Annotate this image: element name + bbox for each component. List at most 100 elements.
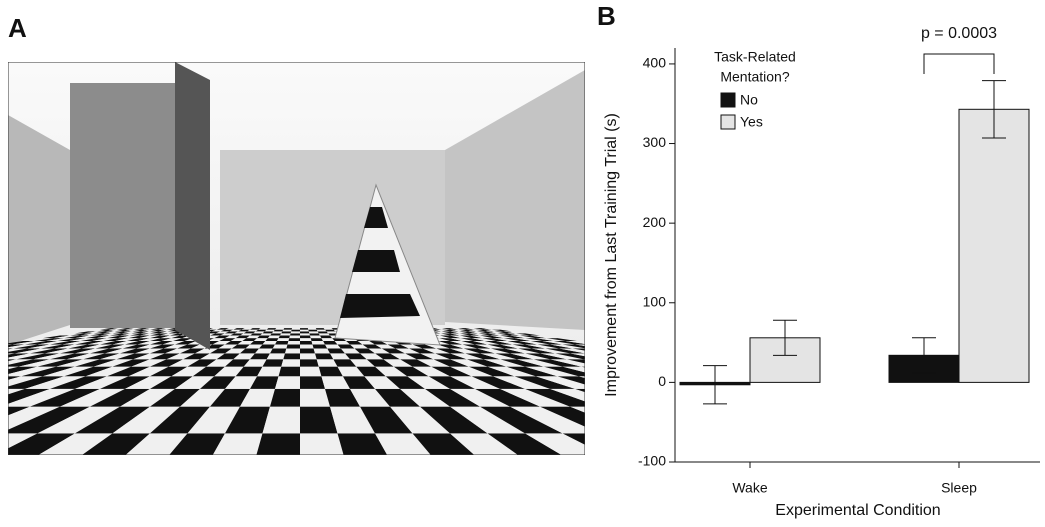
floor-tile [319, 333, 330, 335]
x-tick-label: Sleep [941, 480, 977, 496]
y-tick-label: 400 [643, 55, 667, 71]
floor-tile [313, 344, 328, 348]
floor-tile [283, 353, 300, 359]
floor-tile [279, 367, 300, 377]
floor-tile [725, 389, 840, 407]
floor [0, 328, 1045, 478]
floor-tile [300, 389, 330, 407]
x-tick-label: Wake [732, 480, 767, 496]
floor-tile [280, 333, 291, 335]
floor-tile [270, 333, 281, 335]
floor-tile [274, 330, 284, 332]
floor-tile [286, 344, 300, 348]
floor-tile [300, 336, 311, 339]
floor-tile [638, 367, 708, 377]
floor-tile [675, 367, 750, 377]
y-tick-label: 100 [643, 293, 667, 309]
floor-tile [277, 338, 289, 341]
floor-tile [614, 348, 660, 353]
floor-tile [311, 338, 323, 341]
floor-tile [309, 333, 320, 335]
floor-tile [309, 331, 319, 333]
floor-tile [290, 333, 300, 335]
annotation: p = 0.0003 [921, 25, 997, 42]
legend-label: No [740, 92, 758, 108]
floor-tile [619, 367, 686, 377]
floor-tile [563, 433, 701, 477]
floor-tile [270, 389, 300, 407]
floor-tile [300, 376, 325, 389]
floor-tile [750, 407, 900, 434]
floor-tile [279, 336, 290, 339]
pillar-side [175, 62, 210, 350]
legend-title: Task-Related [714, 49, 796, 65]
floor-tile [850, 389, 990, 407]
floor-tile [600, 407, 713, 434]
floor-tile [615, 353, 667, 359]
floor-tile [273, 344, 288, 348]
floor-tile [300, 341, 313, 344]
floor-tile [675, 389, 780, 407]
floor-tile [633, 359, 693, 366]
floor-tile [288, 338, 300, 341]
floor-tile [900, 433, 1045, 477]
floor-tile [300, 359, 319, 366]
floor-tile [750, 433, 950, 477]
legend-swatch [721, 115, 735, 129]
panel-label: A [8, 13, 27, 43]
floor-tile [291, 330, 300, 332]
floor-tile [292, 328, 300, 330]
left-wall [8, 115, 70, 345]
floor-tile [282, 330, 291, 332]
floor-tile [300, 353, 317, 359]
floor-tile [720, 407, 863, 434]
floor-tile [863, 433, 1045, 477]
floor-tile [300, 331, 309, 333]
floor-tile [800, 389, 930, 407]
floor-tile [275, 341, 288, 344]
floor-tile [288, 341, 301, 344]
floor-tile [900, 407, 1045, 434]
floor-tile [930, 407, 1045, 434]
cone-band [340, 294, 420, 318]
floor-tile [650, 389, 750, 407]
scene-image [0, 62, 1045, 478]
floor-tile [308, 328, 317, 330]
significance-bracket [924, 54, 994, 74]
floor-tile [316, 328, 325, 330]
floor-tile [308, 330, 317, 332]
floor-tile [870, 407, 1045, 434]
floor-tile [283, 328, 292, 330]
floor-tile [713, 433, 901, 477]
floor-tile [320, 336, 332, 339]
floor-tile [1013, 433, 1045, 477]
floor-tile [318, 331, 328, 333]
floor-tile [291, 331, 300, 333]
floor-tile [690, 407, 825, 434]
floor-tile [272, 331, 282, 333]
floor-tile [281, 331, 291, 333]
floor-tile [780, 407, 938, 434]
floor-tile [317, 330, 327, 332]
floor-tile [300, 344, 314, 348]
floor-tile [875, 389, 1020, 407]
floor-tile [275, 376, 300, 389]
y-tick-label: 0 [658, 373, 666, 389]
floor-tile [775, 389, 900, 407]
floor-tile [975, 433, 1045, 477]
floor-tile [630, 407, 750, 434]
floor-tile [300, 348, 315, 353]
floor-tile [656, 367, 728, 377]
legend-label: Yes [740, 114, 763, 130]
floor-tile [270, 348, 286, 353]
legend-swatch [721, 93, 735, 107]
y-tick-label: 200 [643, 214, 667, 230]
floor-tile [300, 333, 310, 335]
floor-tile [525, 433, 650, 477]
floor-tile [675, 433, 850, 477]
floor-tile [990, 407, 1045, 434]
floor-tile [268, 336, 280, 339]
floor-tile [960, 407, 1045, 434]
